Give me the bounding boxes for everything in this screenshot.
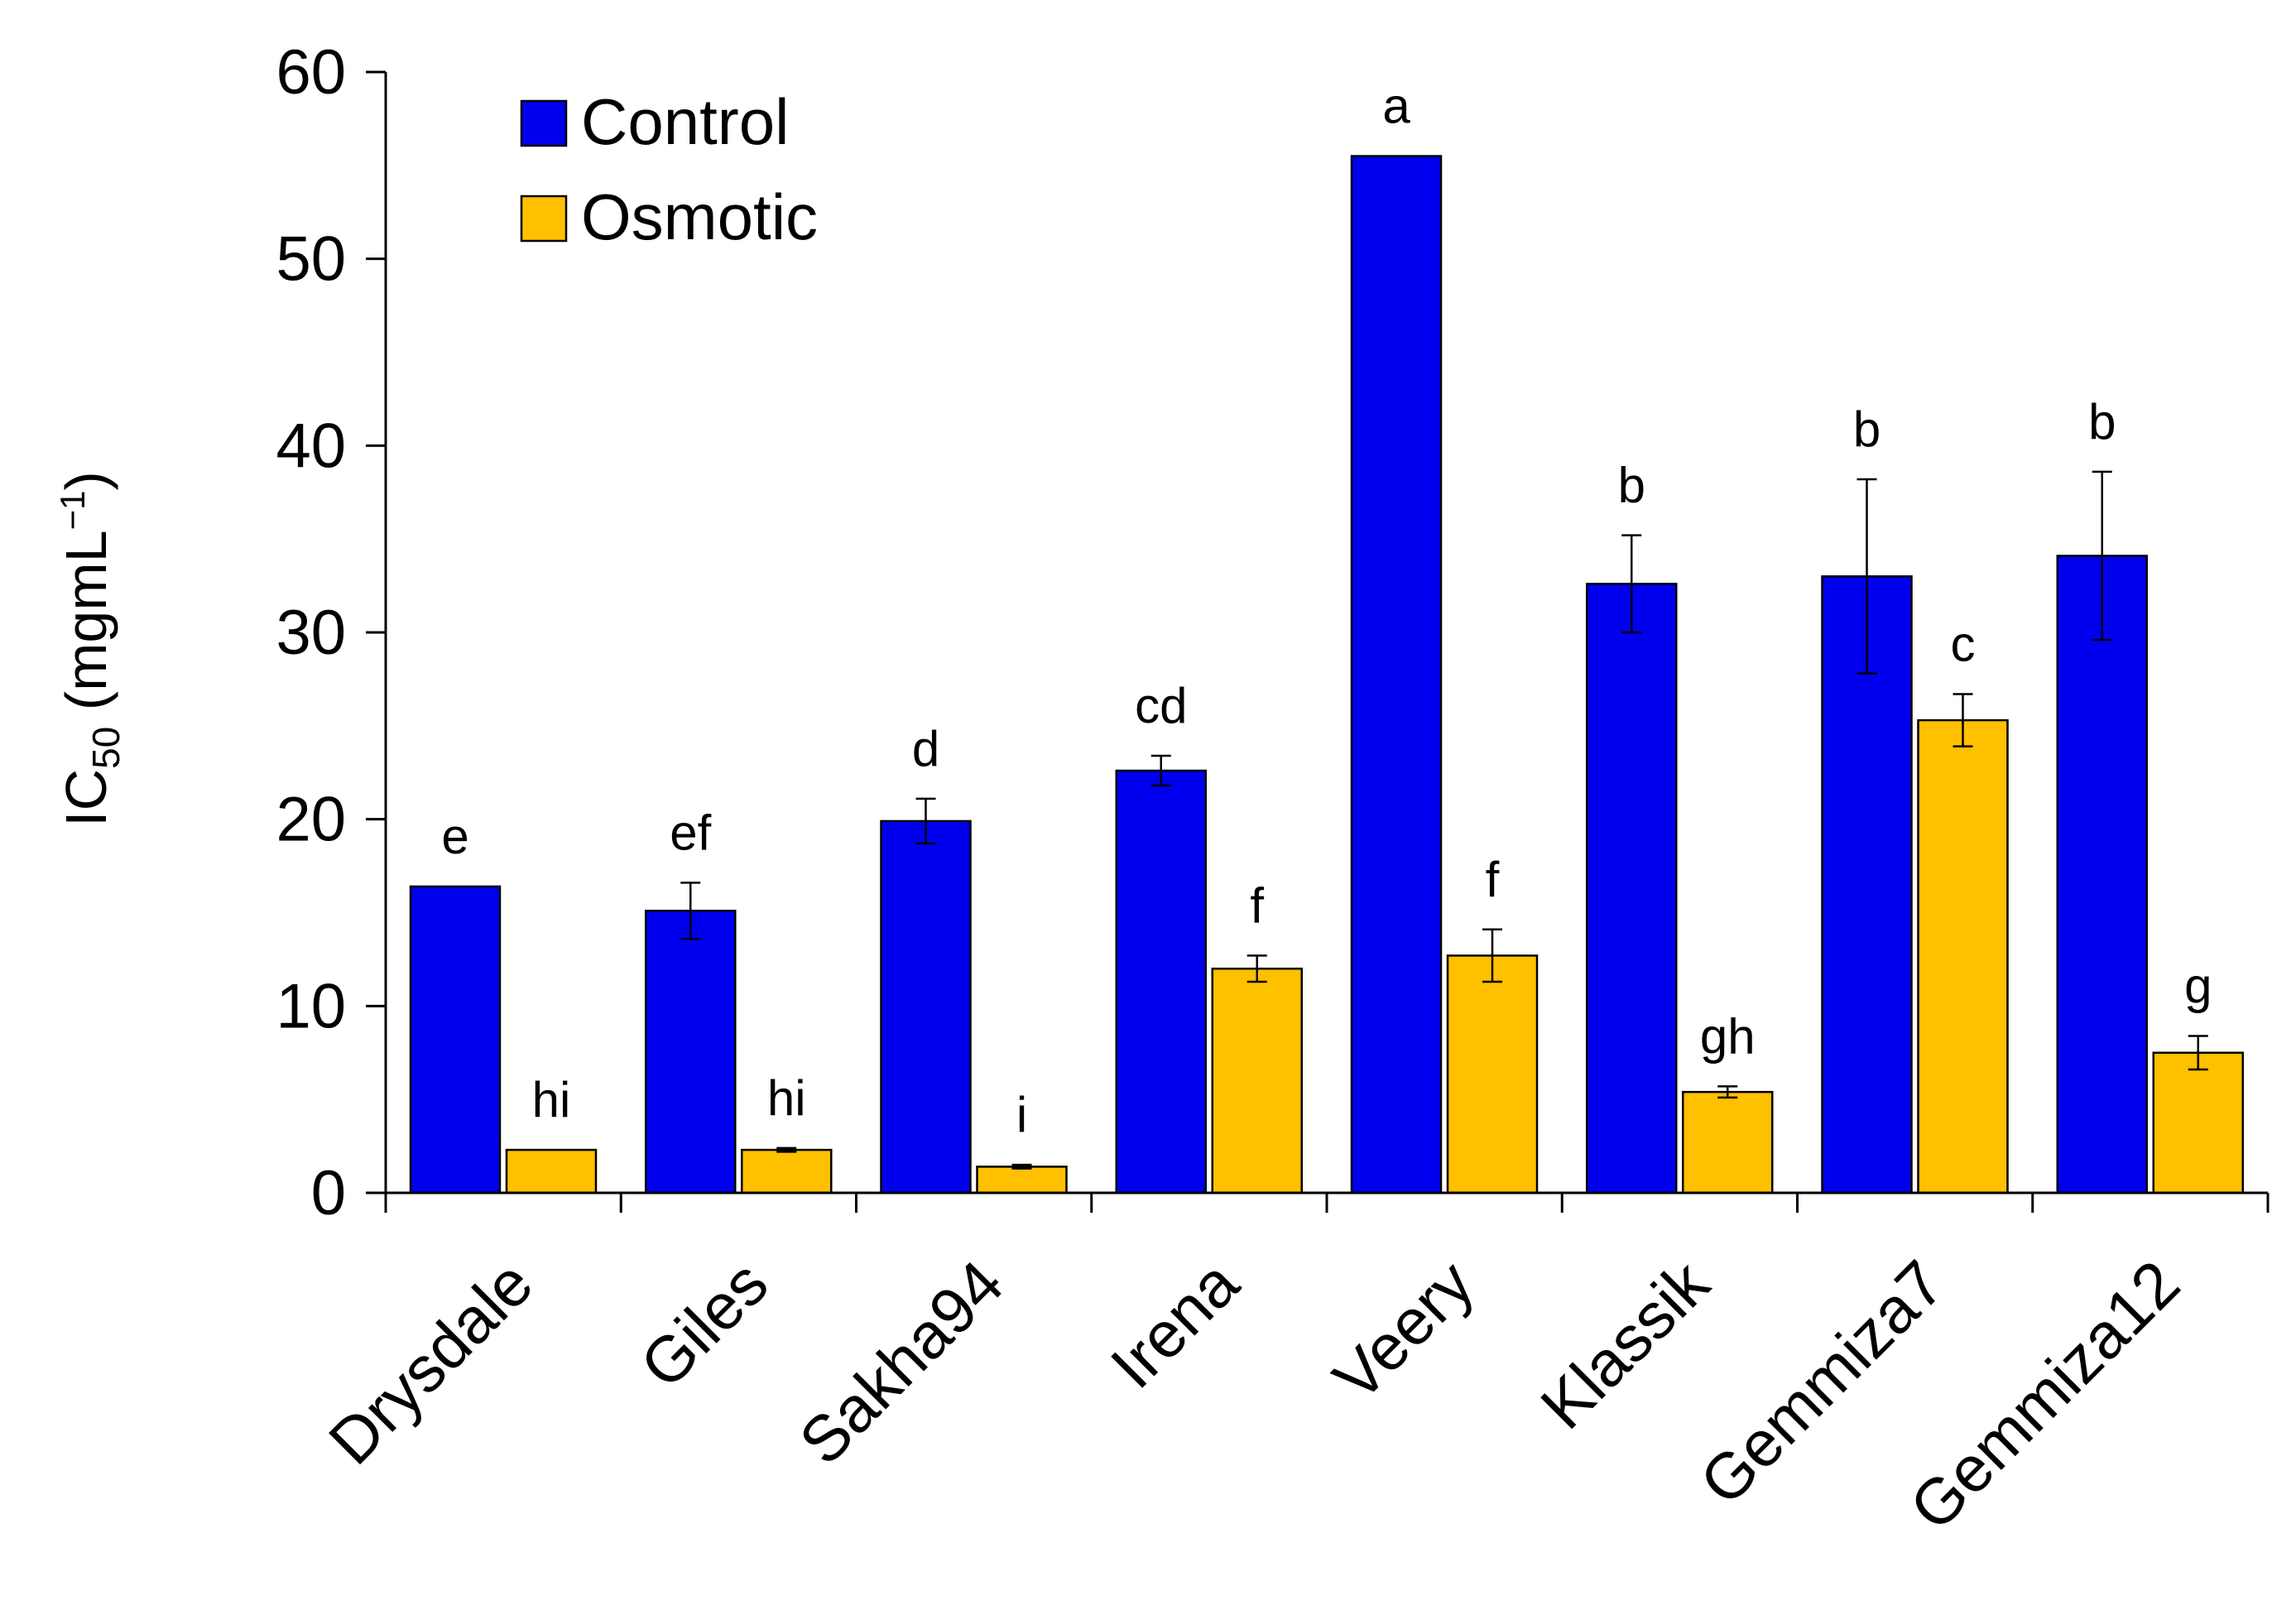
error-bar-osmotic-veery xyxy=(1482,928,1502,983)
bar-control-drysdale xyxy=(409,885,502,1194)
legend-swatch-osmotic xyxy=(520,195,568,243)
bar-osmotic-irena xyxy=(1211,967,1303,1194)
significance-label: e xyxy=(441,809,468,864)
y-axis-label-base: IC xyxy=(54,769,118,827)
y-tick-label: 20 xyxy=(276,785,346,855)
category-label-drysdale: Drysdale xyxy=(315,1247,546,1478)
significance-label: c xyxy=(1951,616,1976,671)
bar-osmotic-gemmiza12 xyxy=(2152,1051,2244,1194)
legend-swatch-control xyxy=(520,99,568,147)
error-bar-osmotic-gemmiza7 xyxy=(1953,693,1973,747)
significance-label: a xyxy=(1382,79,1410,134)
y-axis-label-unit-prefix: (mgmL xyxy=(54,530,118,726)
error-bar-control-gemmiza12 xyxy=(2092,470,2112,642)
error-bar-osmotic-giles xyxy=(776,1146,797,1153)
error-bar-osmotic-klassik xyxy=(1717,1085,1738,1099)
y-axis-label-subscript: 50 xyxy=(84,727,127,769)
y-axis-label-superscript: −1 xyxy=(53,491,92,531)
bar-control-klassik xyxy=(1586,583,1678,1194)
bar-osmotic-gemmiza7 xyxy=(1917,719,2009,1194)
error-bar-osmotic-irena xyxy=(1246,954,1267,983)
y-axis-label: IC50 (mgmL−1) xyxy=(53,471,127,827)
y-tick-label: 60 xyxy=(276,37,346,108)
bar-control-sakha94 xyxy=(880,820,972,1194)
y-tick-label: 30 xyxy=(276,598,346,668)
bar-osmotic-giles xyxy=(741,1148,833,1194)
significance-label: b xyxy=(1853,401,1881,457)
error-bar-control-klassik xyxy=(1621,534,1642,634)
y-axis-label-unit-suffix: ) xyxy=(54,471,118,490)
significance-label: f xyxy=(1250,877,1264,933)
y-tick-label: 40 xyxy=(276,411,346,481)
bar-control-veery xyxy=(1350,155,1443,1194)
significance-label: cd xyxy=(1135,678,1187,733)
bar-control-gemmiza12 xyxy=(2056,555,2148,1194)
error-bar-control-gemmiza7 xyxy=(1856,478,1877,675)
bar-osmotic-sakha94 xyxy=(976,1166,1068,1194)
significance-label: f xyxy=(1486,852,1500,907)
legend-label-control: Control xyxy=(581,85,789,158)
category-label-klassik: Klassik xyxy=(1526,1246,1723,1443)
significance-label: gh xyxy=(1700,1008,1756,1064)
error-bar-osmotic-gemmiza12 xyxy=(2188,1035,2208,1071)
category-label-sakha94: Sakha94 xyxy=(785,1247,1017,1478)
legend-label-osmotic: Osmotic xyxy=(581,180,818,253)
significance-label: d xyxy=(912,721,939,776)
category-label-irena: Irena xyxy=(1097,1246,1252,1401)
y-tick-label: 0 xyxy=(311,1158,346,1228)
bar-osmotic-veery xyxy=(1446,954,1539,1194)
error-bar-control-irena xyxy=(1150,754,1171,787)
significance-label: hi xyxy=(532,1072,571,1127)
bar-osmotic-drysdale xyxy=(505,1148,598,1194)
category-label-veery: Veery xyxy=(1319,1247,1487,1415)
significance-label: b xyxy=(2088,394,2116,449)
significance-label: hi xyxy=(767,1070,806,1126)
bar-control-giles xyxy=(645,909,737,1194)
bar-control-irena xyxy=(1115,769,1207,1194)
error-bar-control-sakha94 xyxy=(915,797,936,845)
significance-label: g xyxy=(2184,958,2212,1013)
bar-osmotic-klassik xyxy=(1682,1090,1774,1194)
error-bar-osmotic-sakha94 xyxy=(1011,1163,1032,1170)
significance-label: ef xyxy=(670,805,711,860)
legend: Control Osmotic xyxy=(520,85,818,253)
significance-label: b xyxy=(1618,458,1645,513)
category-label-giles: Giles xyxy=(627,1247,782,1402)
y-tick-label: 10 xyxy=(276,971,346,1041)
plot-area: e ef d cd a b b b hi hi i f f gh c g xyxy=(409,79,2244,1194)
error-bar-control-giles xyxy=(680,882,701,940)
y-tick-label: 50 xyxy=(276,224,346,295)
significance-label: i xyxy=(1016,1087,1027,1142)
